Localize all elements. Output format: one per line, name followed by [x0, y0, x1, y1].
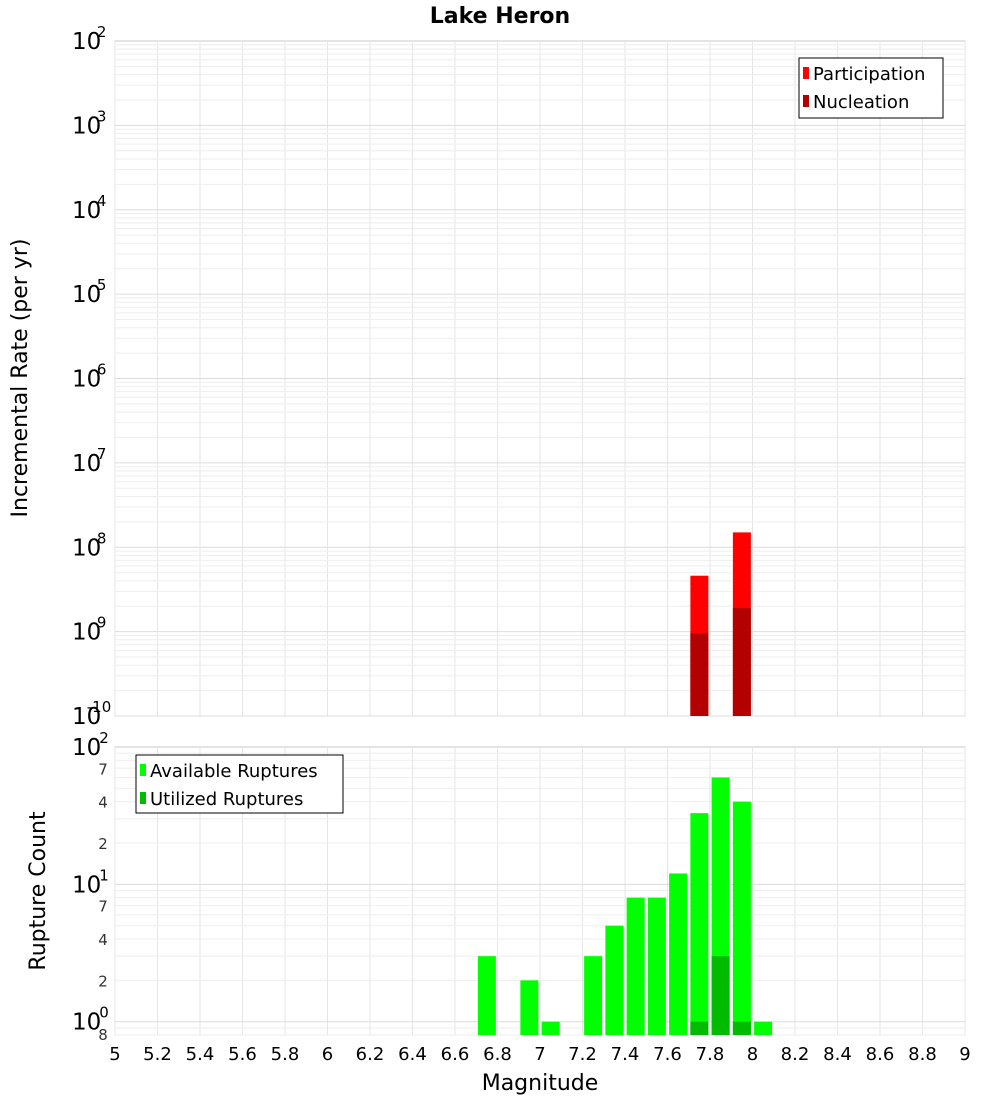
y-tick-base: 10 — [72, 198, 101, 224]
x-tick-label: 5.8 — [271, 1044, 300, 1065]
bar-available-ruptures — [477, 956, 496, 1035]
bar-utilized-ruptures — [732, 1021, 751, 1035]
legend-label-utilized: Utilized Ruptures — [150, 789, 303, 810]
x-tick-label: 5.2 — [143, 1044, 172, 1065]
y-tick-exponent: 2 — [99, 729, 109, 747]
y-tick-minor: 8 — [98, 1026, 108, 1044]
y-tick-exponent: -4 — [92, 192, 107, 210]
legend-swatch-nucleation — [803, 95, 809, 107]
x-axis-label: Magnitude — [482, 1071, 599, 1096]
y-tick-base: 10 — [72, 735, 101, 761]
legend-swatch-available — [140, 764, 146, 776]
x-tick-label: 8.4 — [823, 1044, 852, 1065]
y-tick-base: 10 — [72, 451, 101, 477]
legend-label-available: Available Ruptures — [150, 761, 318, 782]
bar-nucleation — [690, 633, 709, 716]
y-tick-exponent: -7 — [92, 445, 107, 463]
x-tick-label: 7.2 — [568, 1044, 597, 1065]
y-tick-exponent: 0 — [99, 1004, 109, 1022]
y-tick-base: 10 — [72, 367, 101, 393]
top-panel: 10-210-310-410-510-610-710-810-910-10 In… — [8, 23, 966, 730]
top-y-axis-label: Incremental Rate (per yr) — [8, 239, 33, 518]
x-tick-label: 8.2 — [781, 1044, 810, 1065]
bar-available-ruptures — [732, 801, 751, 1035]
x-tick-label: 8.8 — [908, 1044, 937, 1065]
legend-swatch-utilized — [140, 792, 146, 804]
y-tick-minor: 2 — [98, 972, 108, 990]
x-tick-label: 6.2 — [356, 1044, 385, 1065]
y-tick-exponent: -10 — [87, 698, 112, 716]
y-tick-exponent: 1 — [99, 866, 109, 884]
bottom-bars — [477, 777, 773, 1035]
x-tick-label: 8.6 — [866, 1044, 895, 1065]
x-tick-label: 7.4 — [611, 1044, 640, 1065]
y-tick-exponent: -5 — [92, 276, 107, 294]
y-tick-minor: 7 — [98, 898, 108, 916]
y-tick-minor: 7 — [98, 760, 108, 778]
bar-available-ruptures — [647, 897, 666, 1035]
bar-available-ruptures — [626, 897, 645, 1035]
bar-available-ruptures — [754, 1021, 773, 1035]
bar-utilized-ruptures — [690, 1021, 709, 1035]
x-tick-label: 7 — [534, 1044, 545, 1065]
chart-title: Lake Heron — [430, 4, 570, 29]
y-tick-base: 10 — [72, 872, 101, 898]
bar-utilized-ruptures — [711, 956, 730, 1035]
top-legend: Participation Nucleation — [798, 57, 944, 119]
legend-label-nucleation: Nucleation — [813, 92, 909, 113]
bar-nucleation — [732, 608, 751, 716]
y-tick-base: 10 — [72, 620, 101, 646]
bar-available-ruptures — [541, 1021, 560, 1035]
x-tick-label: 6.4 — [398, 1044, 427, 1065]
y-tick-base: 10 — [72, 29, 101, 55]
x-tick-label: 6.8 — [483, 1044, 512, 1065]
y-tick-exponent: -9 — [92, 614, 107, 632]
x-tick-label: 5.4 — [186, 1044, 215, 1065]
y-tick-exponent: -6 — [92, 361, 107, 379]
x-tick-label: 6 — [322, 1044, 333, 1065]
top-grid — [114, 41, 966, 717]
legend-label-participation: Participation — [813, 64, 925, 85]
y-tick-exponent: -3 — [92, 107, 107, 125]
y-tick-minor: 4 — [98, 794, 108, 812]
x-tick-label: 9 — [959, 1044, 970, 1065]
y-tick-base: 10 — [72, 113, 101, 139]
top-bars — [690, 532, 751, 716]
y-tick-base: 10 — [72, 1010, 101, 1036]
y-tick-base: 10 — [72, 704, 101, 730]
bar-available-ruptures — [584, 956, 603, 1035]
y-tick-base: 10 — [72, 535, 101, 561]
y-tick-exponent: -8 — [92, 529, 107, 547]
x-tick-label: 8 — [747, 1044, 758, 1065]
x-tick-label: 7.8 — [696, 1044, 725, 1065]
bottom-legend: Available Ruptures Utilized Ruptures — [135, 754, 344, 814]
top-y-ticks: 10-210-310-410-510-610-710-810-910-10 — [72, 23, 111, 730]
legend-swatch-participation — [803, 67, 809, 79]
bottom-y-axis-label: Rupture Count — [26, 811, 51, 971]
y-tick-exponent: -2 — [92, 23, 107, 41]
y-tick-minor: 2 — [98, 835, 108, 853]
y-tick-minor: 4 — [98, 931, 108, 949]
bar-available-ruptures — [520, 980, 539, 1035]
y-tick-base: 10 — [72, 282, 101, 308]
x-ticks: 5 5.2 5.4 5.6 5.8 6 6.2 6.4 6.6 6.8 7 7.2 7.4 7.6 7.8 8… — [109, 1044, 970, 1065]
x-tick-label: 7.6 — [653, 1044, 682, 1065]
x-tick-label: 5 — [109, 1044, 120, 1065]
bar-available-ruptures — [669, 873, 688, 1035]
bar-available-ruptures — [605, 925, 624, 1035]
x-tick-label: 6.6 — [441, 1044, 470, 1065]
bar-available-ruptures — [690, 813, 709, 1035]
x-tick-label: 5.6 — [228, 1044, 257, 1065]
